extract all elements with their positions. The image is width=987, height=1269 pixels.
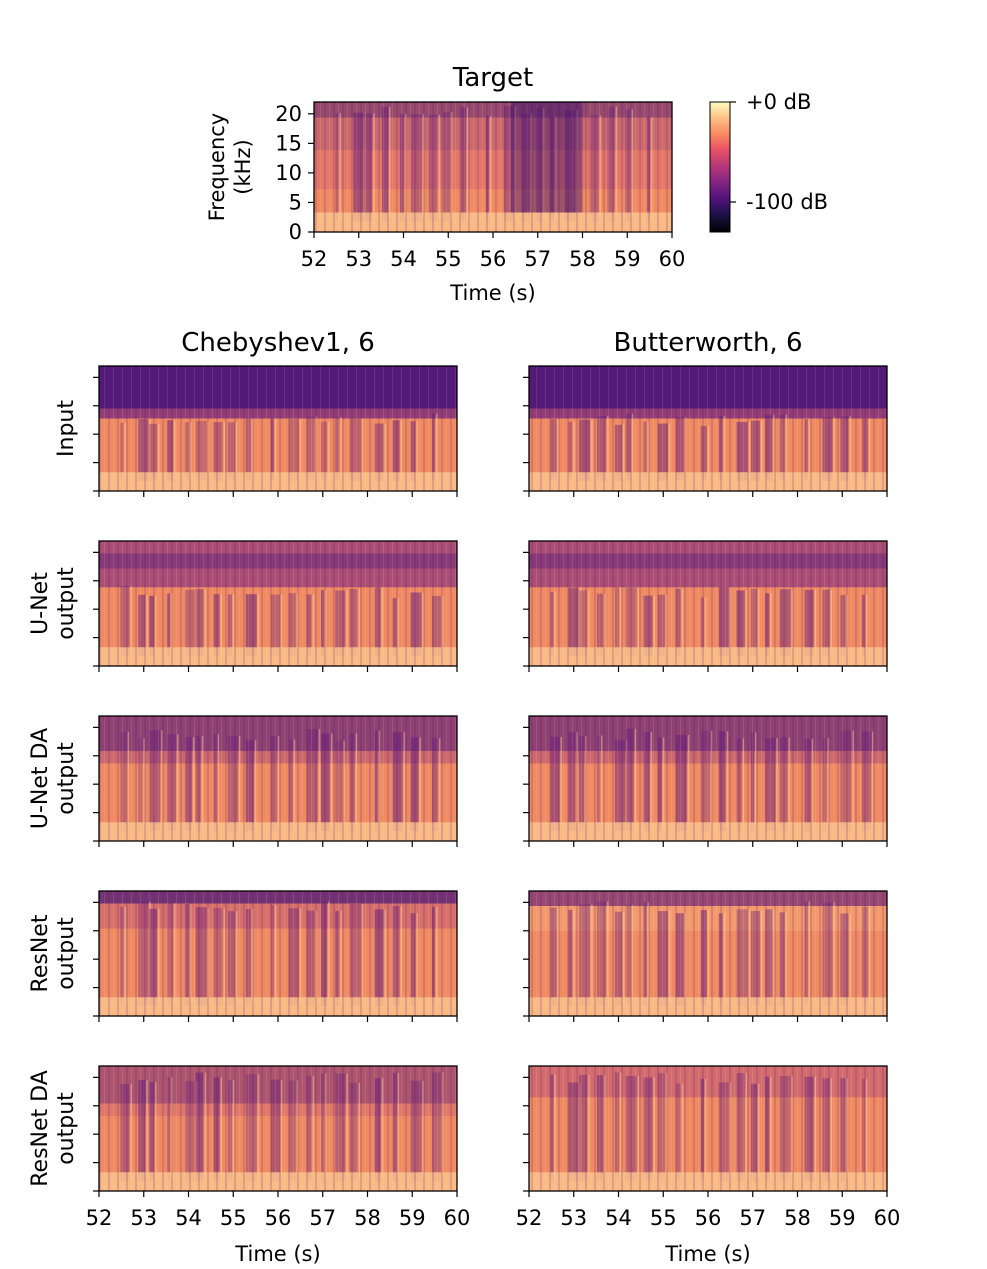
colorbar-ticks: +0 dB -100 dB [730, 90, 828, 214]
target-ytick-label: 0 [289, 220, 302, 244]
row-label-line1: U-Net DA [28, 728, 53, 829]
row-label-line1: ResNet [28, 914, 53, 992]
target-panel: Target 52 53 54 55 56 57 58 59 60 0 5 10 15 20 Time … [205, 63, 685, 305]
colorbar-tick-label: -100 dB [746, 190, 828, 214]
bottom-xtick-label: 58 [354, 1206, 381, 1230]
target-xtick-label: 56 [480, 247, 507, 271]
bottom-xtick-label: 60 [874, 1206, 901, 1230]
row-label-line2: output [54, 917, 79, 990]
bottom-xtick-label: 54 [175, 1206, 202, 1230]
target-xtick-label: 58 [569, 247, 596, 271]
column-title-left: Chebyshev1, 6 [181, 328, 375, 358]
spectrogram-grid [93, 365, 888, 1197]
bottom-xtick-label: 60 [444, 1206, 471, 1230]
target-ytick-label: 5 [289, 190, 302, 214]
bottom-xtick-label: 56 [695, 1206, 722, 1230]
target-ylabel-line2: (kHz) [231, 139, 255, 194]
target-xtick-label: 59 [614, 247, 641, 271]
bottom-xtick-label: 59 [399, 1206, 426, 1230]
target-ytick-label: 20 [275, 102, 302, 126]
row-label-line1: Input [54, 400, 79, 457]
bottom-x-axes: 52 53 54 55 56 57 58 59 60 52 53 54 55 56 57 58 59 60 [86, 1206, 901, 1230]
target-title: Target [452, 63, 533, 93]
spectrogram-panel [523, 890, 888, 1022]
colorbar-gradient [709, 101, 731, 233]
spectrogram-panel [523, 365, 888, 497]
bottom-xtick-label: 59 [829, 1206, 856, 1230]
row-label-line2: output [54, 567, 79, 640]
target-ytick-label: 10 [275, 161, 302, 185]
spectrogram-panel [93, 715, 458, 847]
spectrogram-panel [93, 540, 458, 672]
bottom-xtick-label: 53 [560, 1206, 587, 1230]
spectrogram-panel [93, 1065, 458, 1197]
row-label-line2: output [54, 742, 79, 815]
bottom-xlabel-left: Time (s) [234, 1242, 320, 1266]
spectrogram-panel [93, 365, 458, 497]
target-x-axis: 52 53 54 55 56 57 58 59 60 [301, 232, 686, 271]
target-xtick-label: 54 [390, 247, 417, 271]
bottom-xtick-label: 55 [650, 1206, 677, 1230]
bottom-xtick-label: 57 [739, 1206, 766, 1230]
target-y-axis: 0 5 10 15 20 [275, 102, 314, 244]
bottom-xtick-label: 55 [220, 1206, 247, 1230]
spectrogram-panel [523, 715, 888, 847]
bottom-xtick-label: 53 [130, 1206, 157, 1230]
target-xtick-label: 53 [345, 247, 372, 271]
bottom-xtick-label: 56 [265, 1206, 292, 1230]
colorbar-tick-label: +0 dB [746, 90, 811, 114]
row-label-line1: U-Net [28, 572, 53, 635]
target-ytick-label: 15 [275, 131, 302, 155]
bottom-xlabel-right: Time (s) [664, 1242, 750, 1266]
target-xtick-label: 52 [301, 247, 328, 271]
column-title-right: Butterworth, 6 [614, 328, 803, 358]
bottom-xtick-label: 52 [86, 1206, 113, 1230]
colorbar: +0 dB -100 dB [709, 90, 828, 233]
bottom-xtick-label: 58 [784, 1206, 811, 1230]
target-xtick-label: 57 [524, 247, 551, 271]
target-xtick-label: 60 [659, 247, 686, 271]
target-xtick-label: 55 [435, 247, 462, 271]
bottom-xtick-label: 54 [605, 1206, 632, 1230]
spectrogram-panel [523, 540, 888, 672]
spectrogram-panel [523, 1065, 888, 1197]
spectrogram-panel [93, 890, 458, 1022]
row-label-line1: ResNet DA [28, 1070, 53, 1187]
bottom-xtick-label: 52 [516, 1206, 543, 1230]
target-spectrogram [314, 102, 672, 232]
target-xlabel: Time (s) [449, 281, 535, 305]
row-label-line2: output [54, 1092, 79, 1165]
bottom-xtick-label: 57 [309, 1206, 336, 1230]
target-ylabel-line1: Frequency [205, 113, 229, 222]
